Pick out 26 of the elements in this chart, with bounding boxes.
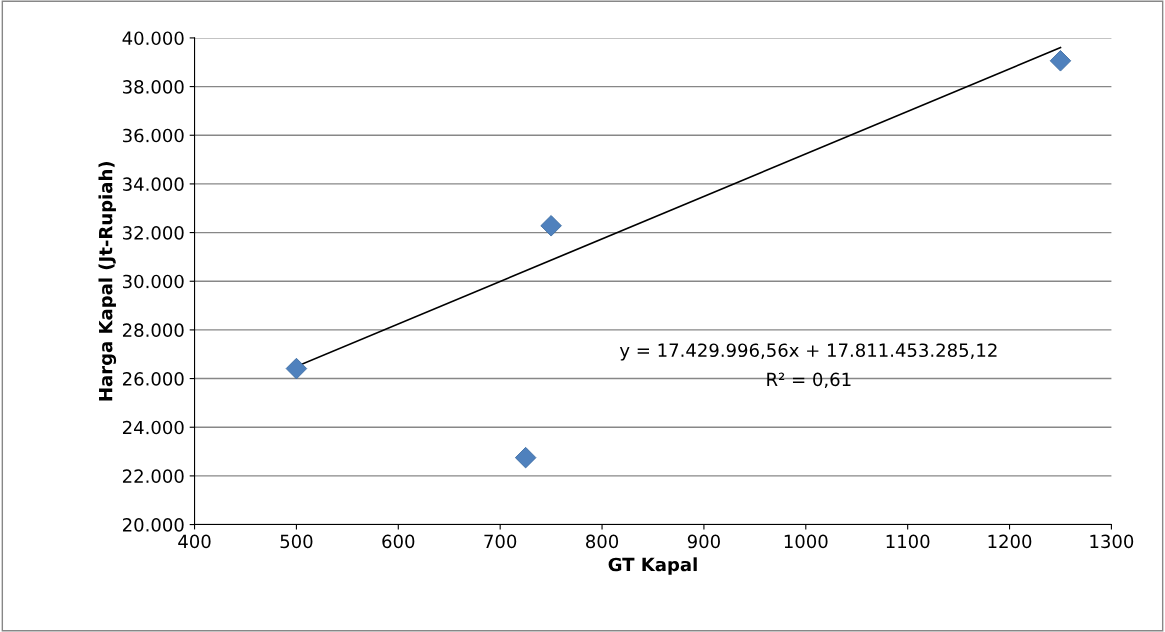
y-tick-label: 32.000 (123, 226, 184, 240)
x-tick-label: 700 (484, 534, 517, 549)
x-tick-label: 1100 (886, 534, 930, 549)
x-tick-label: 600 (382, 534, 415, 549)
y-tick-label: 38.000 (123, 80, 184, 94)
annotation: R² = 0,61 (767, 372, 851, 389)
y-tick-label: 22.000 (122, 469, 184, 484)
y-tick-label: 20.000 (122, 518, 184, 532)
y-tick-label: 30.000 (123, 274, 184, 289)
x-tick-label: 1300 (1090, 534, 1134, 549)
point (514, 446, 537, 469)
x-tick-label: 800 (586, 534, 619, 549)
y-tick-label: 40.000 (122, 31, 184, 46)
y-tick-label: 34.000 (123, 177, 184, 192)
x-axis-title: GT Kapal (608, 557, 697, 575)
y-tick-label: 26.000 (122, 372, 184, 386)
y-axis-title: Harga Kapal (Jt-Rupiah) (98, 161, 117, 401)
y-tick-label: 28.000 (122, 323, 184, 338)
x-tick-label: 1000 (784, 534, 828, 549)
x-tick-label: 1200 (988, 534, 1032, 549)
y-tick-label: 24.000 (122, 420, 184, 435)
x-tick-label: 500 (280, 534, 313, 549)
annotation: y = 17.429.996,56x + 17.811.453.285,12 (619, 343, 997, 361)
y-tick-label: 36.000 (123, 128, 184, 143)
x-tick-label: 900 (687, 534, 720, 549)
x-tick-label: 400 (178, 534, 211, 549)
